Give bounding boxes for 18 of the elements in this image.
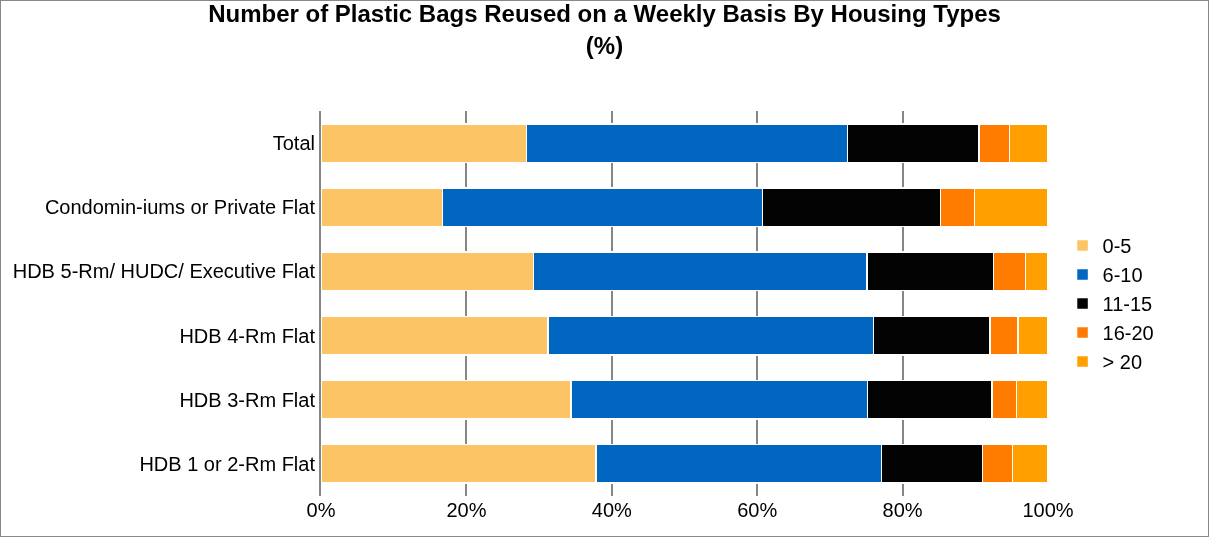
x-tick-label: 0% <box>306 499 336 521</box>
x-tick-label: 20% <box>446 499 487 521</box>
y-tick-label: HDB 1 or 2-Rm Flat <box>139 452 316 475</box>
legend-label: 16-20 <box>1102 322 1154 345</box>
y-tick-label: HDB 5-Rm/ HUDC/ Executive Flat <box>12 260 316 283</box>
x-tick-label: 100% <box>1022 499 1074 521</box>
x-tick-label: 40% <box>591 499 633 521</box>
y-tick-label: Condomin-iums or Private Flat <box>44 196 316 219</box>
x-tick-label: 80% <box>882 499 923 521</box>
legend-label: 11-15 <box>1102 293 1153 316</box>
y-tick-label: HDB 4-Rm Flat <box>179 324 316 347</box>
y-tick-label: HDB 3-Rm Flat <box>179 388 316 411</box>
legend-label: 6-10 <box>1102 264 1143 287</box>
legend-label: > 20 <box>1102 351 1143 374</box>
x-tick-label: 60% <box>737 499 778 521</box>
legend-label: 0-5 <box>1102 235 1132 258</box>
chart-title: Number of Plastic Bags Reused on a Weekly Basis By Housing Types (%) <box>208 0 1001 59</box>
y-tick-label: Total <box>272 132 315 155</box>
